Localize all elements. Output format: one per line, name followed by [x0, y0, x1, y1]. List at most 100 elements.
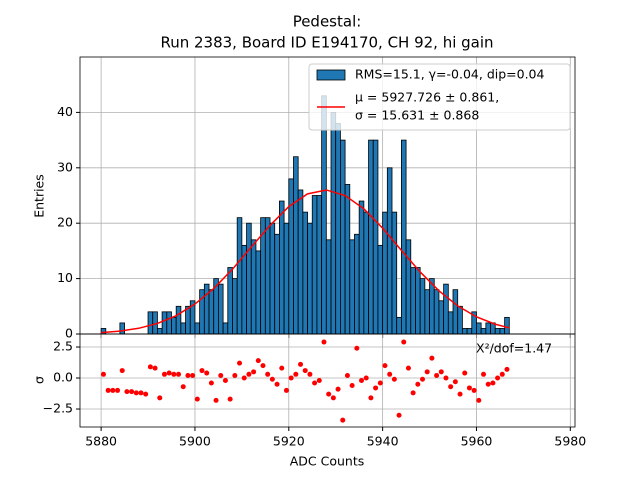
bar [185, 305, 191, 335]
point [166, 370, 172, 376]
bar [499, 328, 506, 335]
point [462, 370, 468, 376]
bar [363, 211, 369, 335]
bar [255, 250, 262, 335]
point [499, 371, 505, 377]
y-tick-label: 40 [57, 104, 73, 119]
point [363, 375, 369, 381]
bar [222, 322, 229, 335]
bar [171, 316, 177, 335]
bar [480, 328, 487, 335]
bar [218, 283, 224, 335]
bar [391, 211, 398, 335]
point [330, 395, 336, 401]
bar [415, 267, 421, 335]
legend-swatch [316, 69, 346, 81]
point [340, 417, 346, 423]
bar [161, 311, 168, 335]
point [349, 382, 355, 388]
point [222, 378, 228, 383]
bar [250, 239, 257, 335]
bar [194, 322, 201, 335]
point [218, 373, 224, 379]
point [312, 380, 318, 386]
point [232, 373, 238, 379]
point [124, 389, 130, 395]
point [495, 375, 501, 381]
point [100, 371, 106, 377]
bar [147, 311, 154, 335]
point [391, 376, 397, 382]
point [237, 360, 243, 366]
point [471, 387, 477, 393]
bar [386, 167, 393, 335]
point [260, 363, 266, 369]
point [204, 370, 210, 376]
point [298, 361, 304, 367]
point [466, 385, 472, 391]
bar [461, 328, 468, 335]
point [138, 390, 144, 396]
bar [246, 222, 252, 335]
point [157, 395, 163, 401]
bar [354, 233, 360, 335]
bar [166, 311, 172, 335]
point [279, 365, 285, 371]
point [424, 369, 430, 375]
bar [485, 322, 491, 335]
legend-box [308, 63, 571, 131]
legend-label: RMS=15.1, γ=-0.04, dip=0.04 [355, 67, 545, 82]
bar [307, 222, 313, 335]
bar [349, 239, 355, 335]
legend-label: σ = 15.631 ± 0.868 [355, 108, 479, 123]
x-tick-label: 5900 [179, 434, 211, 449]
point [199, 368, 205, 374]
bar [429, 278, 435, 335]
point [443, 375, 449, 381]
point [485, 381, 491, 387]
point [293, 371, 299, 377]
bar [410, 267, 416, 335]
bar [419, 278, 426, 335]
point [429, 355, 435, 361]
point [302, 368, 308, 374]
point [129, 389, 135, 395]
point [119, 368, 125, 374]
bar [438, 300, 445, 335]
bar [466, 328, 473, 335]
point [457, 391, 463, 397]
bar [302, 211, 308, 335]
point [143, 391, 149, 397]
point [133, 390, 139, 396]
point [410, 390, 416, 396]
point [171, 371, 177, 377]
point [415, 381, 421, 387]
point [359, 378, 365, 383]
point [190, 373, 196, 379]
y-axis-label: σ [32, 376, 47, 384]
bar [297, 189, 304, 335]
bar [424, 289, 430, 335]
point [265, 371, 271, 377]
point [335, 386, 341, 392]
point [344, 373, 350, 379]
point [269, 376, 275, 382]
point [161, 371, 167, 377]
point [105, 387, 111, 393]
bar [372, 139, 379, 335]
point [274, 381, 280, 387]
point [251, 369, 257, 375]
bar [269, 222, 276, 335]
bar [476, 322, 482, 335]
bar [447, 311, 454, 335]
point [504, 366, 510, 372]
bar [232, 278, 238, 335]
bar [208, 289, 215, 335]
bar [175, 305, 182, 335]
x-tick-label: 5920 [273, 434, 305, 449]
y-tick-label: −2.5 [43, 401, 73, 416]
bar [377, 244, 384, 335]
bar [344, 184, 351, 335]
point [420, 376, 426, 382]
point [307, 371, 313, 377]
